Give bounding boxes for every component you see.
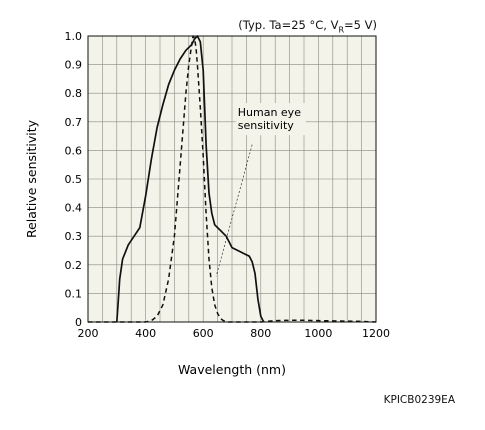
x-tick-label: 200 [78, 327, 99, 340]
y-tick-label: 0.2 [65, 259, 83, 272]
y-tick-label: 0.7 [65, 116, 83, 129]
annotation-background [235, 103, 306, 136]
annotation-text: Human eye [238, 106, 301, 119]
x-tick-label: 400 [135, 327, 156, 340]
plot-frame [87, 35, 377, 323]
x-tick-label: 1200 [362, 327, 390, 340]
series-line-photodiode [115, 35, 265, 323]
annotation-text: sensitivity [238, 119, 295, 132]
y-tick-label: 0.8 [65, 87, 83, 100]
data-series [88, 35, 377, 323]
annotation-leader [215, 144, 253, 277]
y-tick-label: 0.4 [65, 202, 83, 215]
x-tick-label: 800 [250, 327, 271, 340]
y-tick-label: 0.5 [65, 173, 83, 186]
x-tick-label: 1000 [304, 327, 332, 340]
figure-code: KPICB0239EA [383, 394, 455, 406]
tick-labels: 200 400 600 800 1000 1200 0 0.1 0.2 0.3 0.4 0.5 0.6 0… [65, 30, 391, 340]
y-tick-label: 0 [75, 316, 82, 329]
y-tick-label: 0.6 [65, 144, 83, 157]
y-tick-label: 0.3 [65, 230, 83, 243]
series-line-human-eye [88, 35, 377, 323]
y-tick-label: 0.1 [65, 287, 83, 300]
y-tick-label: 1.0 [65, 30, 83, 43]
x-axis-label: Wavelength (nm) [178, 362, 286, 377]
measurement-conditions: (Typ. Ta=25 °C, VR=5 V) [238, 18, 377, 35]
grid-lines [88, 36, 376, 322]
x-tick-label: 600 [193, 327, 214, 340]
y-tick-label: 0.9 [65, 59, 83, 72]
y-axis-label: Relative sensitivity [24, 119, 39, 238]
